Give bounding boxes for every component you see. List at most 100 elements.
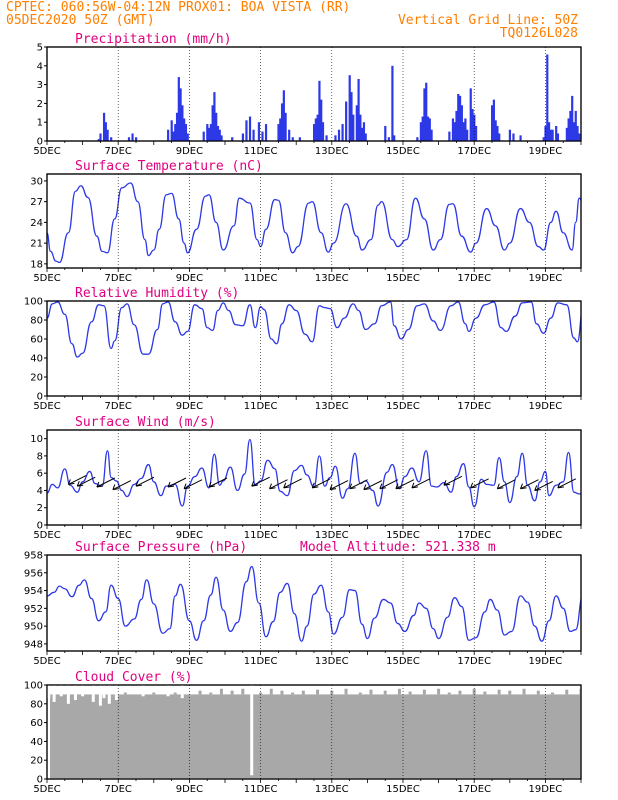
x-tick-label: 19DEC bbox=[529, 784, 563, 795]
x-tick-label: 5DEC bbox=[33, 656, 60, 667]
cloud-gap bbox=[141, 685, 145, 697]
x-tick-label: 17DEC bbox=[457, 401, 491, 412]
y-tick-label: 24 bbox=[30, 218, 43, 229]
wind-vector-shaft bbox=[497, 479, 516, 490]
y-tick-label: 60 bbox=[30, 335, 43, 346]
precip-bar bbox=[184, 124, 188, 141]
precip-bar bbox=[512, 133, 515, 141]
x-tick-label: 15DEC bbox=[386, 273, 420, 284]
precip-bar bbox=[220, 135, 223, 141]
precip-bar bbox=[179, 88, 182, 141]
series-line bbox=[47, 565, 581, 642]
wind-vector-arrow bbox=[470, 478, 489, 489]
wind-vector-arrow bbox=[283, 478, 302, 489]
wind-vector-shaft bbox=[68, 474, 87, 485]
y-tick-label: 100 bbox=[24, 681, 43, 692]
precip-bar bbox=[551, 129, 554, 141]
x-tick-label: 9DEC bbox=[176, 273, 203, 284]
panel-pres: 948 950 952 954 956 958 5DEC 7DEC 9DEC 11DEC 13DEC… bbox=[24, 540, 582, 667]
wind-vector-arrow bbox=[76, 476, 96, 487]
wind-vector-arrow bbox=[520, 479, 539, 490]
wind-vector-head bbox=[283, 482, 290, 489]
wind-vector-shaft bbox=[586, 479, 604, 488]
cloud-gap bbox=[91, 685, 95, 702]
precip-bar bbox=[261, 131, 264, 141]
wind-vector-arrow bbox=[96, 477, 116, 488]
cloud-gap bbox=[73, 685, 77, 701]
wind-vector-shaft bbox=[167, 477, 187, 488]
y-tick-label: 958 bbox=[24, 551, 43, 562]
y-tick-label: 40 bbox=[30, 354, 43, 365]
precip-bar bbox=[491, 105, 494, 141]
wind-vector-head bbox=[557, 482, 564, 489]
x-tick-label: 15DEC bbox=[386, 656, 420, 667]
x-tick-label: 7DEC bbox=[105, 784, 132, 795]
precip-bar bbox=[359, 114, 362, 141]
precip-bar bbox=[102, 112, 106, 141]
x-tick-label: 7DEC bbox=[105, 146, 132, 157]
wind-vector-head bbox=[496, 483, 504, 490]
cloud-bar bbox=[408, 691, 412, 695]
cloud-gap bbox=[47, 685, 51, 699]
wind-vector-head bbox=[363, 484, 370, 491]
precip-bar bbox=[135, 137, 138, 141]
precip-bar bbox=[284, 112, 287, 141]
wind-vector-shaft bbox=[534, 481, 553, 491]
precip-bar bbox=[172, 131, 175, 141]
wind-vector-arrow bbox=[269, 479, 288, 490]
cloud-bar bbox=[358, 692, 362, 695]
x-tick-label: 13DEC bbox=[315, 273, 349, 284]
cloud-bar bbox=[522, 688, 526, 695]
cloud-bar bbox=[579, 688, 581, 695]
precip-bar bbox=[314, 118, 317, 141]
cloud-gap bbox=[98, 685, 102, 706]
wind-vector-head bbox=[586, 483, 592, 488]
panel-data bbox=[47, 438, 604, 508]
y-tick-label: 8 bbox=[37, 451, 43, 462]
wind-vector-arrow bbox=[395, 479, 415, 490]
header-run-date: 05DEC2020 50Z (GMT) bbox=[6, 13, 155, 28]
precip-bar bbox=[458, 95, 462, 141]
y-tick-label: 4 bbox=[37, 61, 43, 72]
precip-bar bbox=[474, 125, 478, 141]
y-tick-label: 0 bbox=[37, 521, 43, 532]
y-tick-label: 950 bbox=[24, 622, 43, 633]
wind-vector-shaft bbox=[112, 480, 132, 491]
wind-vector-head bbox=[411, 482, 418, 489]
x-tick-label: 11DEC bbox=[244, 784, 278, 795]
precip-bar bbox=[175, 112, 179, 141]
precip-bar bbox=[298, 137, 301, 141]
precip-bar bbox=[99, 133, 102, 141]
panel-title: Precipitation (mm/h) bbox=[75, 32, 232, 47]
y-tick-label: 27 bbox=[30, 197, 43, 208]
x-tick-label: 17DEC bbox=[457, 273, 491, 284]
wind-vector-shaft bbox=[363, 480, 383, 491]
wind-vector-head bbox=[208, 481, 216, 488]
y-tick-label: 0 bbox=[37, 775, 43, 786]
wind-vector-arrow bbox=[411, 478, 431, 489]
cloud-bar bbox=[230, 690, 234, 695]
precip-bar bbox=[578, 133, 581, 141]
y-tick-label: 0 bbox=[37, 137, 43, 148]
wind-vector-shaft bbox=[183, 479, 203, 490]
y-tick-label: 6 bbox=[37, 469, 43, 480]
x-tick-label: 13DEC bbox=[315, 401, 349, 412]
wind-vector-arrow bbox=[167, 477, 187, 488]
precip-bar bbox=[174, 124, 177, 141]
precip-bar bbox=[341, 124, 344, 141]
precip-bar bbox=[110, 137, 113, 141]
precip-bar bbox=[350, 92, 353, 141]
precip-bar bbox=[361, 127, 364, 141]
precip-bar bbox=[462, 122, 465, 141]
cloud-gap bbox=[81, 685, 85, 697]
x-tick-label: 17DEC bbox=[457, 656, 491, 667]
x-tick-label: 17DEC bbox=[457, 530, 491, 541]
precip-bar bbox=[277, 124, 280, 141]
precip-bar bbox=[106, 129, 109, 141]
precip-bar bbox=[469, 88, 472, 141]
panel-frame bbox=[46, 554, 582, 652]
precip-bar bbox=[279, 118, 282, 141]
precip-bar bbox=[428, 118, 431, 141]
wind-vector-head bbox=[443, 480, 451, 486]
precip-bar bbox=[460, 105, 463, 141]
